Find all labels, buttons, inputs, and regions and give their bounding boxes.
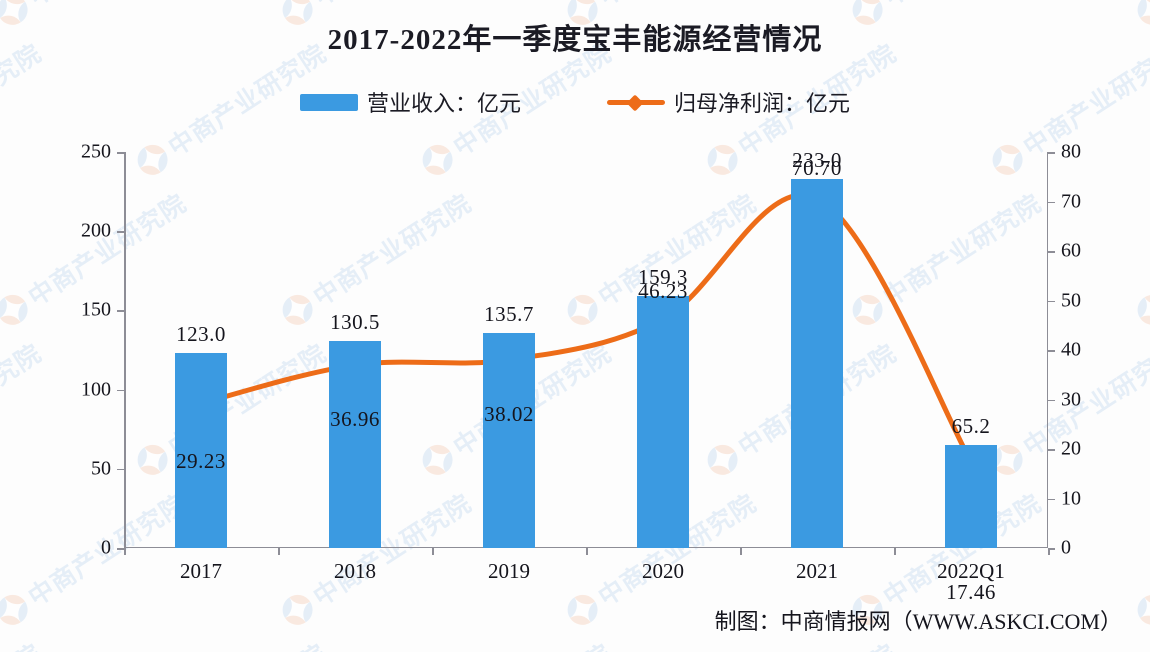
line-value-label: 29.23 [176, 449, 226, 474]
right-axis-tick [1048, 152, 1055, 154]
right-axis-tick-label: 0 [1061, 536, 1071, 559]
plot-area: 0 50 100 150 200 250 0 10 20 30 40 50 60 70 80 2017 2018… [81, 141, 1081, 604]
legend-item-net-profit-label: 归母净利润：亿元 [674, 91, 851, 116]
x-axis [124, 546, 1048, 548]
left-axis-tick [117, 231, 124, 233]
x-axis-label: 2020 [642, 559, 684, 583]
left-axis-tick-label: 200 [81, 219, 111, 242]
x-axis-tick [432, 548, 434, 555]
left-axis-tick [117, 548, 124, 550]
bar-value-label: 130.5 [330, 310, 380, 335]
x-axis-tick [894, 548, 896, 555]
right-axis-tick-label: 70 [1061, 190, 1081, 212]
net-profit-line [198, 192, 974, 465]
right-axis-tick [1048, 498, 1055, 500]
bar-2022Q1[interactable] [945, 444, 997, 548]
x-axis-tick [278, 548, 280, 555]
bar-value-label: 135.7 [484, 302, 534, 327]
x-axis-tick [586, 548, 588, 555]
line-value-label: 46.23 [638, 279, 688, 304]
bar-2017[interactable] [175, 353, 227, 548]
left-axis-tick [117, 310, 124, 312]
x-axis-label: 2018 [334, 559, 376, 583]
left-axis-tick [117, 389, 124, 392]
right-axis-tick [1048, 201, 1055, 203]
right-axis-tick [1048, 548, 1055, 550]
chart-title: 2017-2022年一季度宝丰能源经营情况 [327, 24, 823, 56]
right-axis-tick [1048, 251, 1055, 253]
right-axis-tick-label: 20 [1061, 437, 1081, 460]
line-value-label: 36.96 [330, 407, 380, 432]
chart-legend: 营业收入：亿元 归母净利润：亿元 [0, 86, 1150, 118]
x-axis-label: 2017 [180, 559, 222, 583]
line-value-label: 38.02 [484, 401, 534, 426]
right-y-axis [1046, 152, 1048, 548]
legend-item-revenue[interactable]: 营业收入：亿元 [299, 86, 521, 118]
bar-value-label: 123.0 [176, 322, 226, 347]
legend-item-revenue-label: 营业收入：亿元 [366, 91, 521, 116]
x-axis-tick [1048, 548, 1050, 555]
bar-2019[interactable] [483, 333, 535, 548]
x-axis-label: 2022Q1 [937, 559, 1005, 583]
left-axis-tick-label: 250 [81, 140, 111, 163]
x-axis-tick [124, 548, 126, 555]
bar-value-label: 233.0 [792, 147, 842, 172]
right-axis-tick [1048, 449, 1055, 451]
left-axis-tick-label: 0 [101, 536, 111, 559]
legend-line-swatch-icon [607, 94, 665, 111]
right-axis-tick-label: 10 [1061, 487, 1081, 509]
bar-value-label: 65.2 [951, 413, 991, 438]
right-axis-tick-label: 60 [1061, 239, 1081, 262]
right-axis-tick-label: 50 [1061, 289, 1081, 311]
left-axis-tick-label: 50 [91, 457, 111, 480]
right-axis-tick-label: 30 [1061, 388, 1081, 410]
left-axis-tick [117, 468, 124, 471]
right-axis-tick-label: 40 [1061, 338, 1081, 361]
bar-value-label: 159.3 [638, 264, 688, 289]
x-axis-label: 2019 [488, 559, 530, 583]
bar-2020[interactable] [637, 295, 689, 548]
left-axis-tick-label: 150 [81, 298, 111, 321]
right-axis-tick [1048, 300, 1055, 302]
line-value-label: 17.46 [946, 579, 996, 604]
bar-2021[interactable] [791, 178, 843, 548]
left-axis-tick-label: 100 [81, 378, 111, 401]
line-value-label: 70.70 [792, 156, 842, 181]
right-axis-tick [1048, 350, 1055, 352]
x-axis-label: 2021 [796, 559, 838, 583]
legend-item-net-profit[interactable]: 归母净利润：亿元 [607, 86, 850, 118]
legend-bar-swatch-icon [299, 93, 358, 111]
right-axis-tick [1048, 399, 1055, 401]
series-line-layer [193, 190, 979, 470]
bar-2018[interactable] [329, 341, 381, 548]
source-credit: 制图：中商情报网（WWW.ASKCI.COM） [714, 609, 1122, 634]
x-axis-tick [740, 548, 742, 555]
right-axis-tick-label: 80 [1061, 140, 1081, 163]
left-axis-tick [117, 152, 124, 154]
left-y-axis [124, 152, 126, 548]
